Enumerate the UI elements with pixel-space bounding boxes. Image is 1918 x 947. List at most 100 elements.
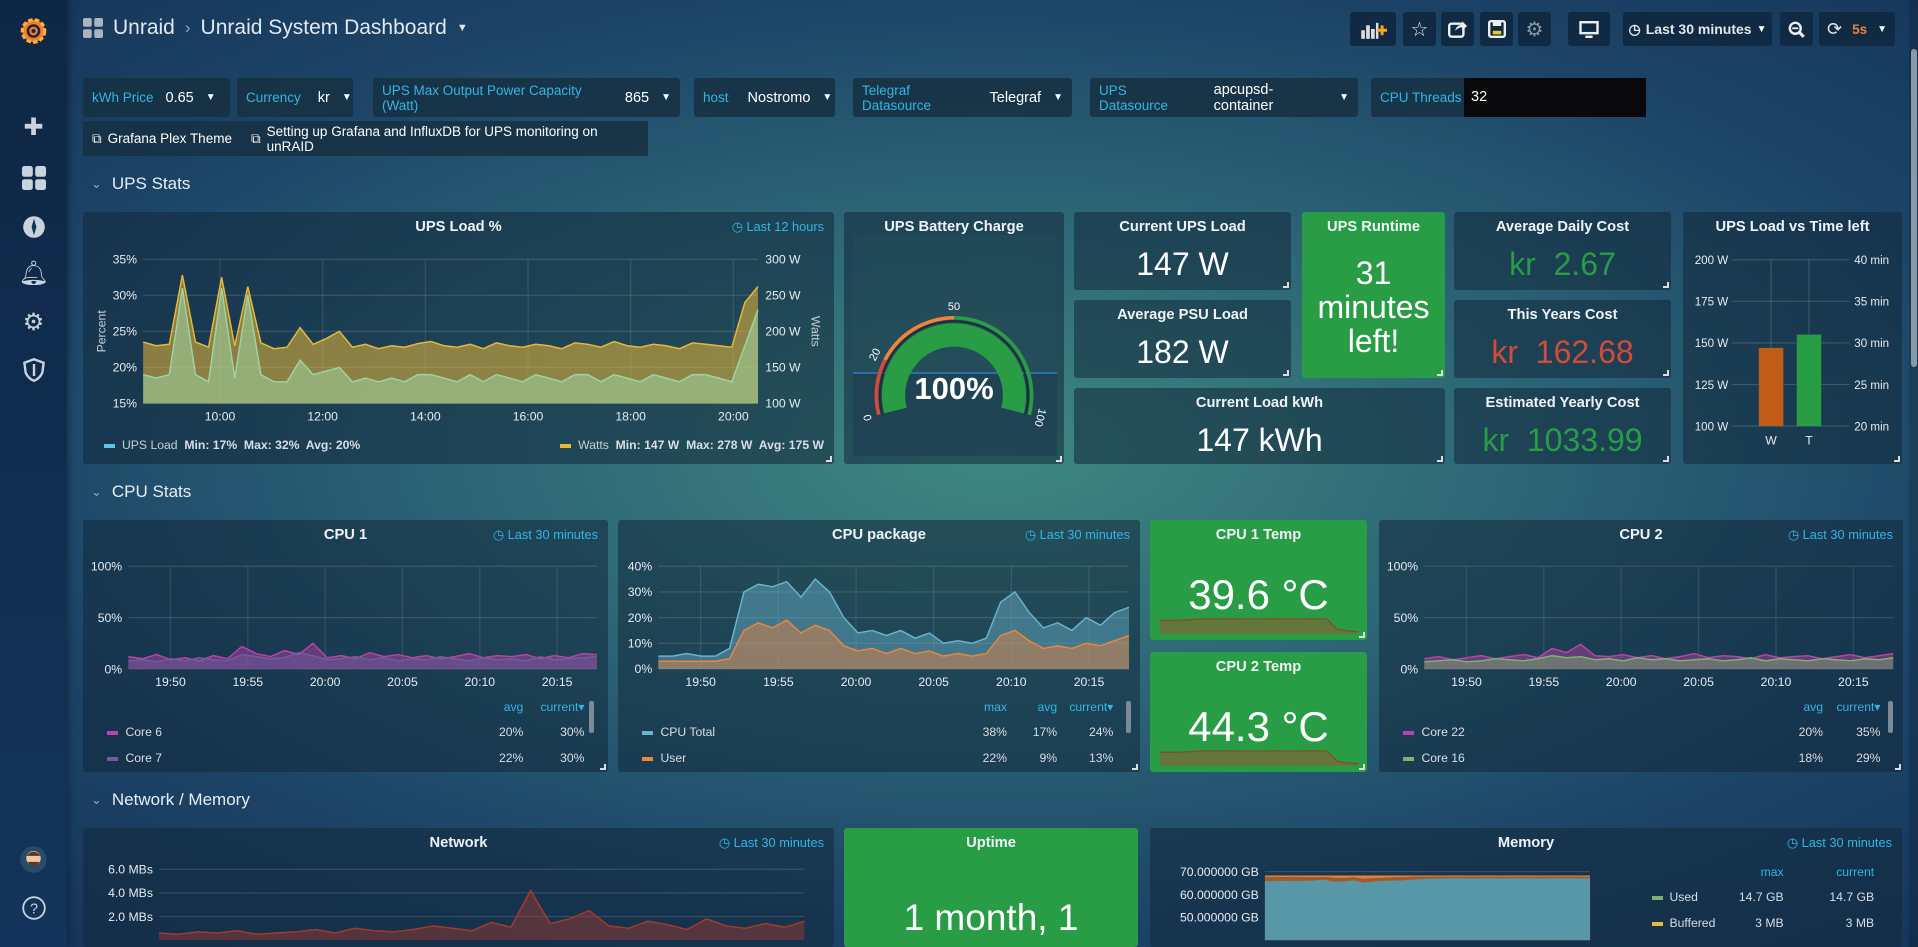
resize-handle[interactable] — [1895, 764, 1901, 770]
legend-column-current[interactable]: current▾ — [1069, 699, 1114, 714]
link-grafana-plex-theme[interactable]: ⧉ Grafana Plex Theme — [83, 121, 242, 156]
save-button[interactable] — [1480, 12, 1513, 46]
legend-scrollbar[interactable] — [589, 701, 594, 733]
legend-scrollbar[interactable] — [1888, 701, 1893, 733]
panel-ups-runtime[interactable]: UPS Runtime 31 minutes left! — [1302, 212, 1445, 378]
panel-cpu2[interactable]: CPU 2 ◷ Last 30 minutes 0% 50% 100% 19:50 19… — [1379, 520, 1903, 772]
page-scrollbar[interactable] — [1909, 0, 1918, 947]
resize-handle[interactable] — [1359, 764, 1365, 770]
panel-cpu-package[interactable]: CPU package ◷ Last 30 minutes 0% 10% 20% 30… — [618, 520, 1140, 772]
variable-ups-datasource[interactable]: UPS Datasource apcupsd-container ▼ — [1090, 78, 1358, 117]
link-ups-monitoring-guide[interactable]: ⧉ Setting up Grafana and InfluxDB for UPS… — [242, 121, 648, 156]
bell-icon[interactable]: 🔔︎ — [18, 260, 49, 287]
panel-ups-load[interactable]: UPS Load % ◷ Last 12 hours 15% 20% 25% 30% 3… — [83, 212, 834, 464]
cpu1-chart[interactable]: 0% 50% 100% 19:50 19:55 20:00 20:05 20:10 20:15 — [83, 549, 608, 696]
variable-value[interactable]: 0.65 — [165, 89, 194, 106]
gear-icon[interactable]: ⚙ — [22, 309, 45, 336]
resize-handle[interactable] — [1056, 456, 1062, 462]
cpu2-chart[interactable]: 0% 50% 100% 19:50 19:55 20:00 20:05 20:10 20:15 — [1379, 549, 1903, 696]
scrollbar-thumb[interactable] — [1911, 49, 1917, 367]
panel-cpu2-temp[interactable]: CPU 2 Temp 44.3 °C — [1150, 652, 1367, 772]
panel-average-daily-cost[interactable]: Average Daily Cost kr 2.67 — [1454, 212, 1671, 290]
resize-handle[interactable] — [826, 456, 832, 462]
legend-scrollbar[interactable] — [1126, 701, 1131, 733]
plus-icon[interactable]: ✚ — [23, 114, 44, 141]
row-network-memory[interactable]: ⌄ Network / Memory — [91, 790, 250, 810]
share-button[interactable] — [1441, 12, 1474, 46]
panel-ups-battery-charge[interactable]: UPS Battery Charge 0 20 50 100 100% — [844, 212, 1064, 464]
panel-ups-load-vs-time[interactable]: UPS Load vs Time left 100 W 20 min 125 W 25… — [1683, 212, 1902, 464]
variable-value[interactable]: apcupsd-container — [1213, 81, 1274, 114]
network-chart[interactable]: 2.0 MBs 4.0 MBs 6.0 MBs — [83, 857, 834, 945]
legend-column-avg[interactable]: avg — [1037, 699, 1058, 714]
tv-mode-button[interactable] — [1568, 12, 1610, 46]
legend-column-current[interactable]: current▾ — [540, 699, 585, 714]
legend-ups-load[interactable]: UPS Load Min: 17% Max: 32% Avg: 20% — [104, 438, 360, 452]
panel-cpu1-temp[interactable]: CPU 1 Temp 39.6 °C — [1150, 520, 1367, 640]
cpu-threads-input[interactable]: 32 — [1464, 78, 1646, 117]
panel-cpu1[interactable]: CPU 1 ◷ Last 30 minutes 0% 50% 100% 19:50 19… — [83, 520, 608, 772]
legend-column-avg[interactable]: avg — [1803, 699, 1823, 714]
legend-series[interactable]: Core 7 — [107, 751, 162, 765]
panel-memory[interactable]: Memory ◷ Last 30 minutes 50.000000 GB 60.… — [1150, 828, 1902, 947]
settings-button[interactable]: ⚙ — [1518, 12, 1551, 46]
add-panel-button[interactable] — [1350, 12, 1396, 46]
legend-series[interactable]: Core 22 — [1403, 725, 1465, 739]
legend-series[interactable]: Core 6 — [107, 725, 162, 739]
shield-icon[interactable] — [19, 355, 48, 384]
resize-handle[interactable] — [1283, 370, 1289, 376]
legend-watts[interactable]: Watts Min: 147 W Max: 278 W Avg: 175 W — [560, 438, 824, 452]
grafana-logo-icon[interactable] — [19, 16, 48, 45]
panel-current-ups-load[interactable]: Current UPS Load 147 W — [1074, 212, 1291, 290]
panel-estimated-yearly-cost[interactable]: Estimated Yearly Cost kr 1033.99 — [1454, 388, 1671, 464]
variable-host[interactable]: host Nostromo ▼ — [694, 78, 835, 117]
resize-handle[interactable] — [1663, 456, 1669, 462]
legend-column-current[interactable]: current — [1836, 864, 1875, 879]
legend-series[interactable]: Buffered — [1651, 916, 1715, 930]
explore-compass-icon[interactable] — [19, 212, 48, 241]
variable-ups-max-output[interactable]: UPS Max Output Power Capacity (Watt) 865 ▼ — [373, 78, 680, 117]
resize-handle[interactable] — [1663, 370, 1669, 376]
panel-uptime[interactable]: Uptime 1 month, 1 — [844, 828, 1138, 947]
resize-handle[interactable] — [1663, 282, 1669, 288]
caret-down-icon[interactable]: ▼ — [456, 22, 468, 34]
variable-value[interactable]: kr — [317, 89, 330, 106]
refresh-button[interactable]: ⟳ 5s ▼ — [1819, 12, 1895, 46]
legend-series[interactable]: Core 16 — [1403, 751, 1465, 765]
row-cpu-stats[interactable]: ⌄ CPU Stats — [91, 482, 191, 502]
time-picker-button[interactable]: ◷ Last 30 minutes ▼ — [1623, 12, 1772, 46]
variable-value[interactable]: 865 — [624, 89, 650, 106]
legend-column-max[interactable]: max — [1760, 864, 1784, 879]
legend-series[interactable]: Used — [1651, 890, 1698, 904]
resize-handle[interactable] — [1437, 370, 1443, 376]
help-icon[interactable]: ? — [19, 893, 48, 922]
variable-currency[interactable]: Currency kr ▼ — [237, 78, 353, 117]
cpu-package-chart[interactable]: 0% 10% 20% 30% 40% 19:50 19:55 20:00 20:05 20:10 2… — [618, 549, 1140, 696]
resize-handle[interactable] — [1359, 632, 1365, 638]
panel-network[interactable]: Network ◷ Last 30 minutes 2.0 MBs 4.0 MBs… — [83, 828, 834, 947]
user-avatar-icon[interactable] — [19, 845, 48, 874]
panel-this-years-cost[interactable]: This Years Cost kr 162.68 — [1454, 300, 1671, 378]
panel-average-psu-load[interactable]: Average PSU Load 182 W — [1074, 300, 1291, 378]
legend-column-current[interactable]: current▾ — [1836, 699, 1881, 714]
variable-kwh-price[interactable]: kWh Price 0.65 ▼ — [83, 78, 230, 117]
zoom-out-button[interactable] — [1780, 12, 1813, 46]
variable-telegraf-datasource[interactable]: Telegraf Datasource Telegraf ▼ — [853, 78, 1072, 117]
variable-value[interactable]: Telegraf — [989, 89, 1042, 106]
memory-chart[interactable]: 50.000000 GB 60.000000 GB 70.000000 GB — [1150, 857, 1639, 945]
dashboard-title[interactable]: Unraid System Dashboard — [200, 16, 447, 39]
legend-series[interactable]: User — [642, 751, 686, 765]
resize-handle[interactable] — [1283, 282, 1289, 288]
resize-handle[interactable] — [1437, 456, 1443, 462]
legend-series[interactable]: CPU Total — [642, 725, 715, 739]
dashboards-icon[interactable] — [19, 163, 48, 192]
ups-load-chart[interactable]: 15% 20% 25% 30% 35% 10:00 12:00 14:00 16:00 18:00… — [83, 236, 834, 456]
resize-handle[interactable] — [1894, 456, 1900, 462]
resize-handle[interactable] — [1132, 764, 1138, 770]
row-ups-stats[interactable]: ⌄ UPS Stats — [91, 174, 190, 194]
breadcrumb-folder[interactable]: Unraid — [113, 16, 175, 39]
star-button[interactable]: ☆ — [1403, 12, 1436, 46]
variable-value[interactable]: Nostromo — [747, 89, 811, 106]
legend-column-avg[interactable]: avg — [503, 699, 524, 714]
ups-load-vs-time-chart[interactable]: 100 W 20 min 125 W 25 min 150 W 30 min 175 W 35… — [1683, 212, 1902, 464]
